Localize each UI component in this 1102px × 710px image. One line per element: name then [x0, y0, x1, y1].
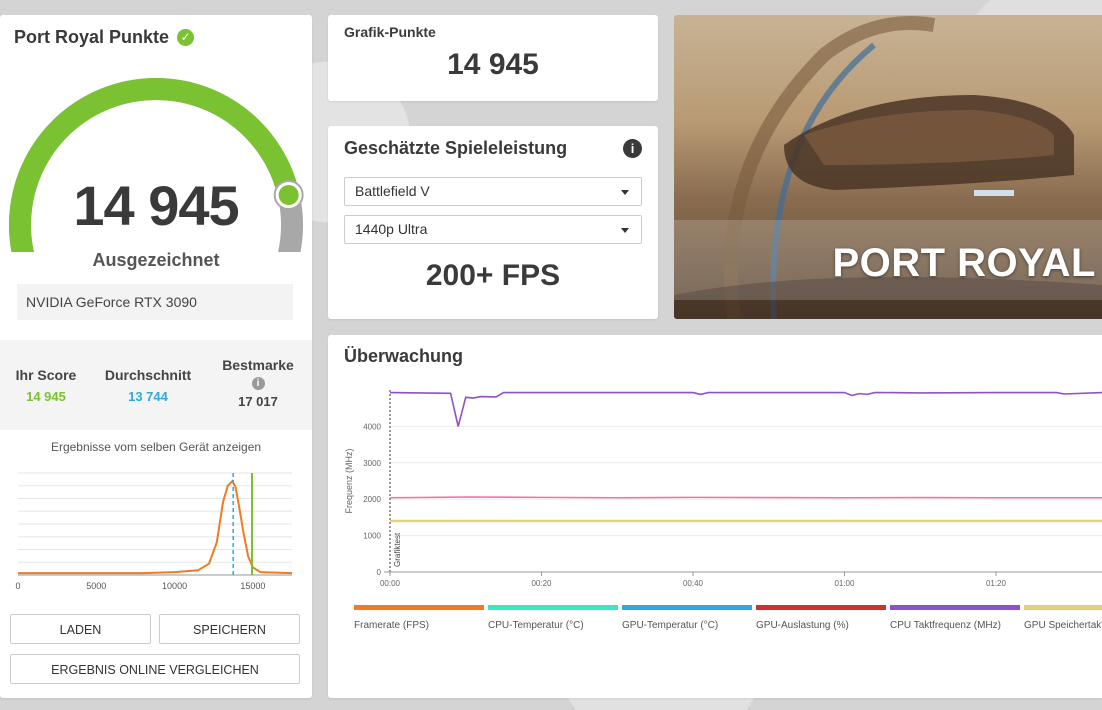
monitoring-chart: 0 1000 2000 3000 4000 00:00 00:20 00:40 01:00 01:…: [344, 390, 1102, 588]
series-line: [389, 496, 1102, 499]
banner-band: [674, 220, 1102, 300]
monitoring-title: Überwachung: [344, 346, 464, 366]
game-performance-title: Geschätzte Spieleleistung: [344, 138, 568, 158]
stat-average: Durchschnitt 13 744: [100, 367, 196, 404]
legend-item[interactable]: CPU-Temperatur (°C): [488, 605, 618, 636]
total-score: 14 945: [73, 174, 239, 237]
gauge-knob-dot: [278, 184, 299, 205]
distribution-title[interactable]: Ergebnisse vom selben Gerät anzeigen: [50, 440, 262, 454]
stat-best-label: Bestmarke: [222, 357, 294, 373]
legend-color-swatch: [488, 605, 618, 610]
monitoring-card: Überwachung 0 1000 2000 3000 4000 00:00 00:20 0…: [328, 335, 1102, 698]
benchmark-name: PORT ROYAL: [832, 241, 1096, 285]
legend-label: GPU-Temperatur (°C): [622, 620, 719, 631]
legend-label: GPU Speichertakt (MHz): [1024, 620, 1102, 631]
x-tick-label: 00:00: [380, 579, 401, 588]
y-tick-label: 4000: [363, 422, 381, 431]
stat-avg-label: Durchschnitt: [104, 367, 192, 383]
legend-color-swatch: [354, 605, 484, 610]
x-tick-label: 00:20: [531, 579, 552, 588]
graphics-score-card: Grafik-Punkte 14 945: [328, 15, 658, 101]
x-tick-label: 01:20: [986, 579, 1007, 588]
preset-select[interactable]: 1440p Ultra: [344, 215, 642, 244]
legend-label: GPU-Auslastung (%): [756, 620, 849, 631]
x-tick-label: 15000: [240, 581, 265, 591]
score-title: Port Royal Punkte ✓: [14, 27, 195, 48]
legend-item[interactable]: GPU-Temperatur (°C): [622, 605, 752, 636]
x-tick-label: 01:00: [834, 579, 855, 588]
legend-label: CPU Taktfrequenz (MHz): [890, 620, 1001, 631]
test-phase-label: Grafiktest: [393, 532, 402, 567]
estimated-fps: 200+ FPS: [425, 259, 561, 292]
stat-best-value: 17 017: [238, 394, 278, 409]
x-tick-label: 00:40: [683, 579, 704, 588]
preset-select-value: 1440p Ultra: [355, 221, 428, 237]
x-tick-label: 10000: [162, 581, 187, 591]
legend-item[interactable]: GPU-Auslastung (%): [756, 605, 886, 636]
game-performance-card: Geschätzte Spieleleistung i Battlefield …: [328, 126, 658, 319]
y-tick-label: 0: [377, 568, 382, 577]
legend-item[interactable]: Framerate (FPS): [354, 605, 484, 636]
legend-color-swatch: [756, 605, 886, 610]
y-axis-label: Frequenz (MHz): [344, 448, 354, 513]
stat-best: Bestmarke i 17 017: [214, 357, 302, 409]
score-panel: Port Royal Punkte ✓ 14 945 Ausgezeichnet…: [0, 15, 312, 698]
score-stats: Ihr Score 14 945 Durchschnitt 13 744 Bes…: [0, 340, 312, 430]
info-icon[interactable]: i: [251, 377, 265, 390]
chevron-down-icon: [621, 228, 629, 233]
game-select-value: Battlefield V: [355, 183, 430, 199]
load-button[interactable]: LADEN: [10, 614, 151, 644]
graphics-score-value: 14 945: [447, 48, 539, 81]
y-tick-label: 3000: [363, 459, 381, 468]
legend-color-swatch: [622, 605, 752, 610]
distribution-chart: 0 5000 10000 15000: [15, 472, 293, 591]
benchmark-banner: PORT ROYAL: [674, 15, 1102, 319]
graphics-score-label: Grafik-Punkte: [344, 24, 436, 40]
gpu-name: NVIDIA GeForce RTX 3090: [17, 284, 293, 320]
x-tick-label: 5000: [86, 581, 106, 591]
score-gauge: [9, 78, 304, 252]
legend-label: Framerate (FPS): [354, 620, 430, 631]
stat-your-value: 14 945: [26, 389, 66, 404]
check-icon: ✓: [177, 29, 195, 46]
legend-label: CPU-Temperatur (°C): [488, 620, 584, 631]
game-select[interactable]: Battlefield V: [344, 177, 642, 206]
compare-online-button[interactable]: ERGEBNIS ONLINE VERGLEICHEN: [10, 654, 300, 684]
chevron-down-icon: [621, 190, 629, 195]
stat-your-score: Ihr Score 14 945: [12, 367, 80, 404]
stat-avg-value: 13 744: [128, 389, 168, 404]
score-title-text: Port Royal Punkte: [14, 27, 170, 47]
score-rating: Ausgezeichnet: [92, 250, 220, 270]
save-button[interactable]: SPEICHERN: [159, 614, 300, 644]
gauge-fill: [9, 78, 300, 252]
legend-color-swatch: [890, 605, 1020, 610]
y-tick-label: 1000: [363, 532, 381, 541]
distribution-curve: [18, 479, 293, 575]
stat-your-label: Ihr Score: [15, 367, 77, 383]
y-tick-label: 2000: [363, 495, 381, 504]
x-tick-label: 0: [15, 581, 20, 591]
info-icon[interactable]: i: [623, 139, 642, 158]
legend-item[interactable]: GPU Speichertakt (MHz): [1024, 605, 1102, 636]
legend-item[interactable]: CPU Taktfrequenz (MHz): [890, 605, 1020, 636]
banner-artwork: [674, 16, 1102, 319]
legend-color-swatch: [1024, 605, 1102, 610]
series-line: [389, 391, 1102, 427]
